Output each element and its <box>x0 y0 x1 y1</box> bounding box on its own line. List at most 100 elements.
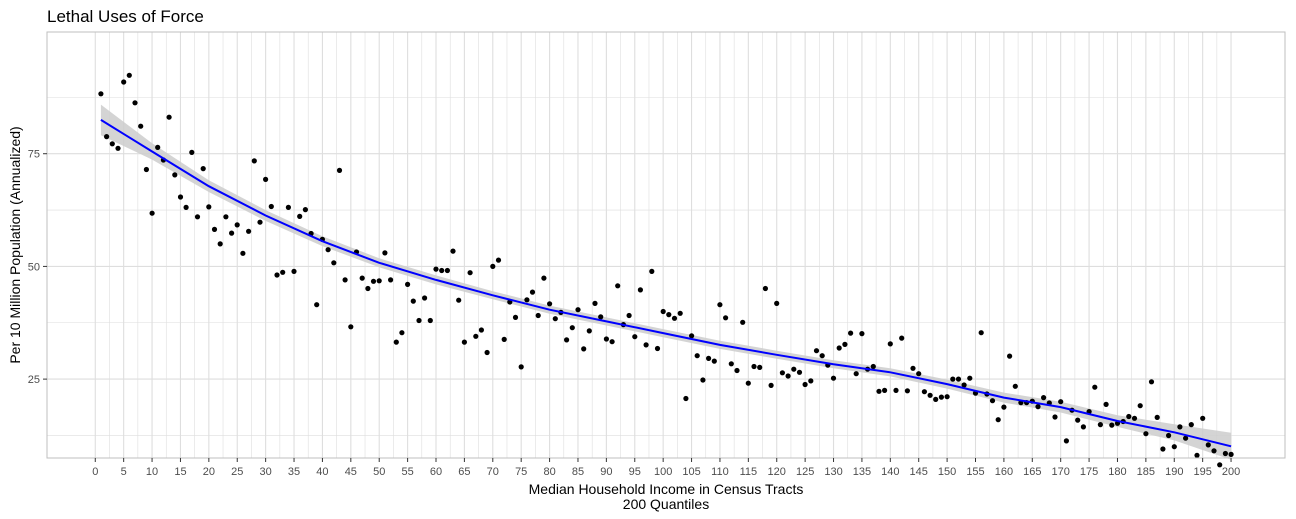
x-tick-label: 125 <box>796 466 814 478</box>
data-point <box>564 337 570 343</box>
x-tick-label: 160 <box>995 466 1013 478</box>
data-point <box>1137 403 1143 409</box>
data-point <box>1160 446 1166 452</box>
data-point <box>495 257 502 263</box>
data-point <box>1097 422 1103 428</box>
x-tick-label: 65 <box>458 466 470 478</box>
data-point <box>734 367 740 374</box>
data-point <box>280 269 286 275</box>
data-point <box>512 314 519 320</box>
y-axis-ticks: 25 50 75 <box>28 149 47 386</box>
data-point <box>717 302 723 308</box>
data-point <box>853 371 859 377</box>
data-point <box>1063 438 1069 444</box>
data-point <box>882 387 888 393</box>
y-axis-title: Per 10 Million Population (Annualized) <box>7 126 23 363</box>
data-point <box>461 339 467 345</box>
data-point <box>166 114 172 120</box>
data-point <box>325 247 331 253</box>
data-point <box>246 228 252 234</box>
data-point <box>109 141 115 147</box>
x-tick-label: 30 <box>260 466 272 478</box>
x-tick-label: 15 <box>174 466 186 478</box>
panel-border <box>46 31 1286 459</box>
data-point <box>405 281 411 287</box>
data-point <box>757 364 763 370</box>
data-point <box>467 270 473 276</box>
data-point <box>234 222 240 228</box>
data-point <box>490 263 496 269</box>
major-gridlines <box>47 32 1285 458</box>
data-point <box>1058 399 1064 405</box>
data-point <box>723 315 729 321</box>
x-tick-label: 80 <box>543 466 555 478</box>
data-point <box>473 333 479 339</box>
x-tick-label: 25 <box>231 466 243 478</box>
data-point <box>791 366 797 372</box>
x-tick-label: 85 <box>572 466 584 478</box>
data-point <box>336 167 343 173</box>
x-tick-label: 170 <box>1052 466 1070 478</box>
data-point <box>393 339 399 345</box>
data-point <box>1228 451 1234 457</box>
data-point <box>444 267 450 274</box>
data-point <box>1166 432 1172 439</box>
data-point <box>439 267 445 274</box>
data-point <box>1012 383 1018 389</box>
data-point <box>251 158 257 164</box>
data-point <box>859 331 865 337</box>
x-tick-label: 0 <box>92 466 98 478</box>
data-point <box>126 72 132 78</box>
data-point <box>456 297 462 303</box>
data-point <box>1052 414 1058 420</box>
data-point <box>274 272 280 278</box>
data-point <box>194 214 201 220</box>
data-point <box>268 203 274 210</box>
data-point <box>1148 379 1155 385</box>
data-point <box>933 396 939 402</box>
data-point <box>876 388 882 394</box>
data-point <box>995 417 1001 423</box>
data-point <box>586 328 592 334</box>
data-point <box>257 219 263 225</box>
data-point <box>1222 450 1228 457</box>
data-point <box>569 325 575 331</box>
data-point <box>887 341 893 347</box>
data-point <box>706 355 712 361</box>
data-point <box>916 371 922 377</box>
data-point <box>149 210 155 216</box>
data-point <box>779 370 786 376</box>
data-point <box>1041 395 1047 401</box>
data-point <box>121 79 127 85</box>
data-point <box>1154 414 1160 420</box>
data-point <box>143 166 149 173</box>
data-point <box>796 369 803 375</box>
y-tick-label: 50 <box>28 261 40 273</box>
data-point <box>535 312 541 319</box>
data-point <box>547 301 553 307</box>
data-point <box>376 278 382 284</box>
data-point <box>1183 435 1189 441</box>
data-point <box>342 277 348 283</box>
x-tick-label: 105 <box>682 466 700 478</box>
x-tick-label: 40 <box>316 466 328 478</box>
data-point <box>211 226 218 232</box>
data-point <box>762 285 769 292</box>
data-point <box>450 248 456 254</box>
data-point <box>711 358 717 364</box>
data-point <box>132 100 138 106</box>
x-tick-label: 75 <box>515 466 527 478</box>
data-point <box>1126 413 1132 420</box>
data-point <box>700 377 706 383</box>
data-point <box>285 204 291 210</box>
data-point <box>802 381 808 388</box>
x-tick-label: 165 <box>1023 466 1041 478</box>
data-point <box>609 339 615 345</box>
data-point <box>183 204 189 210</box>
data-point <box>637 287 644 293</box>
data-point <box>842 341 848 347</box>
data-point <box>541 275 547 281</box>
minor-gridlines <box>47 32 1285 458</box>
x-tick-label: 155 <box>966 466 984 478</box>
